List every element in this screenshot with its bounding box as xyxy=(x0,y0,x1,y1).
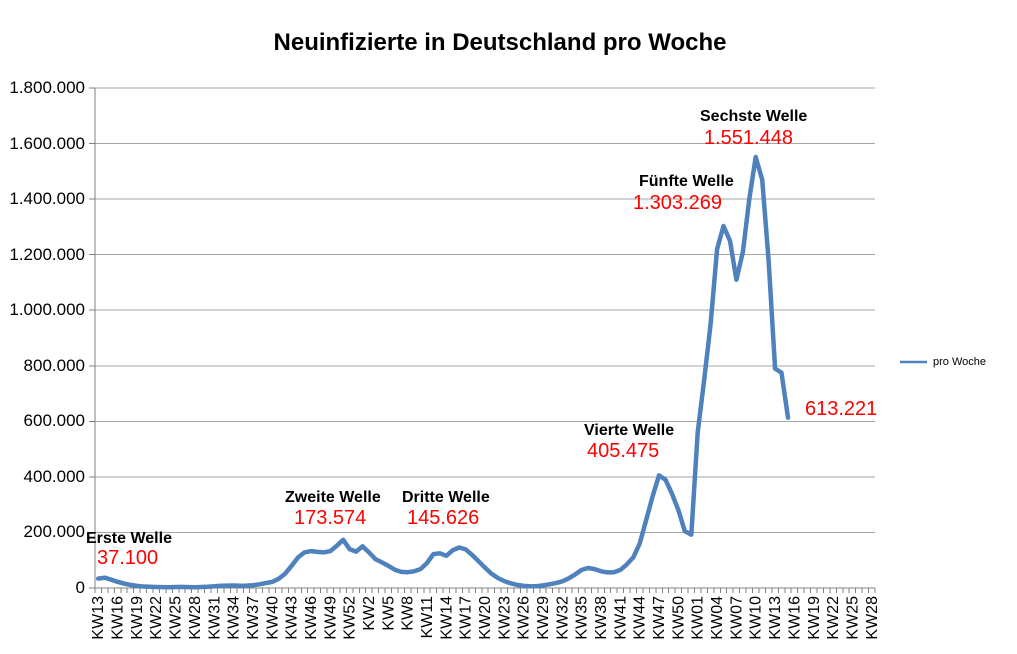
x-axis-label: KW5 xyxy=(380,596,397,631)
wave-annotation-value: 145.626 xyxy=(407,507,480,529)
x-axis-label: KW28 xyxy=(864,596,881,640)
x-axis-label: KW26 xyxy=(516,596,533,640)
wave-annotation-value: 613.221 xyxy=(805,398,878,420)
wave-annotation-label: Fünfte Welle xyxy=(639,173,734,190)
y-axis-label: 0 xyxy=(75,578,85,597)
data-line-pro-woche xyxy=(95,154,791,590)
x-axis-label: KW13 xyxy=(767,596,784,640)
legend-line-icon xyxy=(900,360,927,364)
y-axis-label: 1.400.000 xyxy=(9,189,85,209)
x-axis-label: KW07 xyxy=(728,596,745,640)
x-axis-label: KW10 xyxy=(748,596,765,640)
y-axis-label: 400.000 xyxy=(23,466,85,486)
x-axis-label: KW16 xyxy=(786,596,803,640)
x-axis-label: KW52 xyxy=(342,596,359,640)
x-axis-label: KW25 xyxy=(168,596,185,640)
x-axis-label: KW25 xyxy=(844,596,861,640)
y-axis-label: 1.200.000 xyxy=(9,244,85,264)
x-axis-label: KW40 xyxy=(264,596,281,640)
legend-label: pro Woche xyxy=(933,356,986,368)
y-axis-label: 600.000 xyxy=(23,411,85,431)
wave-annotation-label: Sechste Welle xyxy=(700,108,808,125)
x-axis-label: KW46 xyxy=(303,596,320,640)
wave-annotation-label: Zweite Welle xyxy=(285,489,381,506)
chart-title: Neuinfizierte in Deutschland pro Woche xyxy=(273,29,727,56)
x-axis-label: KW11 xyxy=(419,596,436,638)
wave-annotation-label: Vierte Welle xyxy=(584,422,675,439)
x-axis-label: KW20 xyxy=(477,596,494,640)
wave-annotation-value: 37.100 xyxy=(97,547,159,569)
x-axis-label: KW32 xyxy=(554,596,571,640)
x-axis-label: KW34 xyxy=(226,596,243,640)
x-axis-label: KW19 xyxy=(806,596,823,640)
wave-annotation-label: Erste Welle xyxy=(86,530,172,547)
x-axis-label: KW37 xyxy=(245,596,262,640)
wave-annotation-value: 173.574 xyxy=(294,507,367,529)
x-axis-label: KW2 xyxy=(361,596,378,631)
x-axis-label: KW41 xyxy=(612,596,629,640)
legend: pro Woche xyxy=(899,354,986,370)
x-axis-label: KW01 xyxy=(690,596,707,640)
x-axis-label: KW38 xyxy=(593,596,610,640)
wave-annotation-value: 405.475 xyxy=(587,440,660,462)
wave-annotation-value: 1.303.269 xyxy=(633,192,722,214)
x-axis-label: KW04 xyxy=(709,596,726,640)
x-axis-label: KW43 xyxy=(284,596,301,640)
x-axis-label: KW35 xyxy=(574,596,591,640)
x-axis-label: KW14 xyxy=(438,596,455,640)
wave-annotation-label: Dritte Welle xyxy=(402,489,490,506)
y-axis-label: 1.800.000 xyxy=(9,78,85,97)
x-axis-label: KW13 xyxy=(90,596,107,640)
x-axis-label: KW49 xyxy=(322,596,339,640)
x-axis-label: KW47 xyxy=(651,596,668,640)
y-axis-label: 200.000 xyxy=(23,522,85,542)
x-axis-label: KW17 xyxy=(458,596,475,640)
x-axis-label: KW22 xyxy=(825,596,842,640)
x-axis-label: KW31 xyxy=(206,596,223,640)
wave-annotation-value: 1.551.448 xyxy=(704,127,793,149)
x-axis-label: KW29 xyxy=(535,596,552,640)
y-axis-label: 1.000.000 xyxy=(9,300,85,320)
x-axis-label: KW50 xyxy=(670,596,687,640)
x-axis-label: KW44 xyxy=(632,596,649,640)
x-axis-label: KW23 xyxy=(496,596,513,640)
x-axis-label: KW22 xyxy=(148,596,165,640)
x-axis-label: KW19 xyxy=(129,596,146,640)
y-axis-label: 1.600.000 xyxy=(9,133,85,153)
y-axis-label: 800.000 xyxy=(23,355,85,375)
x-axis-label: KW16 xyxy=(110,596,127,640)
x-axis-label: KW28 xyxy=(187,596,204,640)
x-axis-label: KW8 xyxy=(400,596,417,631)
